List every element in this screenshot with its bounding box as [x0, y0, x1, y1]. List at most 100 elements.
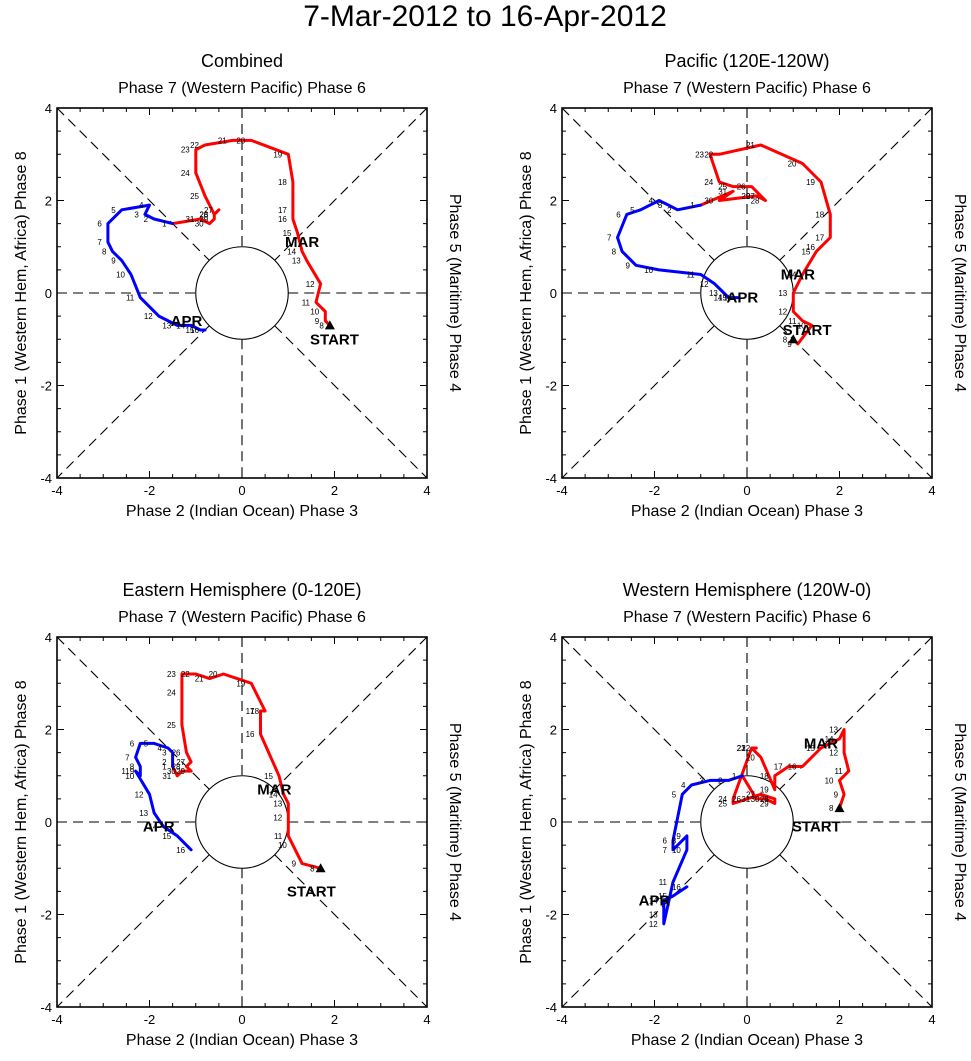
- day-label: 8: [612, 247, 617, 256]
- day-label: 21: [195, 675, 204, 684]
- day-label: 6: [663, 837, 668, 846]
- day-label: 17: [815, 234, 824, 243]
- day-label: 5: [630, 206, 635, 215]
- day-label: 21: [737, 744, 746, 753]
- unit-circle: [700, 775, 794, 869]
- day-label: 17: [246, 707, 255, 716]
- day-label: 20: [788, 160, 797, 169]
- series-line-apr: [106, 203, 207, 332]
- dashed-guide: [56, 107, 210, 261]
- y-tick-label: 0: [550, 286, 557, 301]
- day-label: 19: [273, 150, 282, 159]
- day-label: 9: [292, 860, 297, 869]
- dashed-guide: [56, 325, 210, 479]
- axis-label-left: Phase 1 (Western Hem, Africa) Phase 8: [518, 151, 535, 434]
- day-label: 14: [714, 294, 723, 303]
- day-label: 10: [825, 776, 834, 785]
- series-line-apr: [616, 199, 740, 300]
- series-line-mar: [699, 143, 832, 346]
- day-label: 1: [732, 772, 737, 781]
- x-tick-label: 4: [928, 1012, 935, 1027]
- day-label: 7: [125, 753, 130, 762]
- start-marker: [315, 863, 326, 873]
- day-label: 9: [130, 767, 135, 776]
- x-tick-label: -4: [556, 483, 568, 498]
- day-label: 11: [659, 878, 668, 887]
- apr-label: APR: [143, 819, 175, 836]
- day-label: 19: [236, 679, 245, 688]
- start-marker: [834, 803, 845, 813]
- y-tick-label: 0: [550, 815, 557, 830]
- day-label: 16: [788, 763, 797, 772]
- day-label: 13: [778, 289, 787, 298]
- day-label: 3: [162, 749, 167, 758]
- axis-label-right: Phase 5 (Maritime) Phase 4: [446, 194, 463, 392]
- day-label: 24: [704, 178, 713, 187]
- day-label: 15: [162, 832, 171, 841]
- x-tick-label: 0: [238, 1012, 245, 1027]
- day-label: 2: [162, 758, 167, 767]
- day-label: 23: [167, 670, 176, 679]
- day-label: 10: [310, 308, 319, 317]
- day-label: 13: [139, 809, 148, 818]
- day-label: 16: [278, 215, 287, 224]
- day-label: 12: [273, 813, 282, 822]
- day-label: 18: [760, 772, 769, 781]
- x-tick-label: -4: [51, 1012, 63, 1027]
- day-label: 12: [135, 790, 144, 799]
- day-label: 30: [751, 795, 760, 804]
- panel-title: Eastern Hemisphere (0-120E): [122, 580, 361, 600]
- day-label: 20: [209, 670, 218, 679]
- x-tick-label: 4: [423, 483, 430, 498]
- day-label: 12: [700, 280, 709, 289]
- apr-label: APR: [171, 313, 203, 330]
- y-tick-label: -2: [40, 908, 52, 923]
- day-label: 2: [667, 206, 672, 215]
- day-label: 28: [751, 197, 760, 206]
- y-tick-label: 0: [45, 815, 52, 830]
- day-label: 30: [195, 220, 204, 229]
- day-label: 26: [199, 210, 208, 219]
- axis-label-left: Phase 1 (Western Hem, Africa) Phase 8: [518, 680, 535, 963]
- dashed-guide: [779, 107, 933, 261]
- day-label: 5: [111, 206, 116, 215]
- x-tick-label: 4: [928, 483, 935, 498]
- axis-label-bottom: Phase 2 (Indian Ocean) Phase 3: [126, 1032, 358, 1049]
- y-tick-label: 4: [45, 101, 52, 116]
- day-label: 12: [144, 312, 153, 321]
- axis-label-left: Phase 1 (Western Hem, Africa) Phase 8: [13, 151, 30, 434]
- day-label: 10: [644, 266, 653, 275]
- day-label: 13: [649, 911, 658, 920]
- day-label: 9: [787, 340, 792, 349]
- day-label: 16: [723, 294, 732, 303]
- day-label: 13: [292, 257, 301, 266]
- day-label: 15: [185, 326, 194, 335]
- day-label: 14: [176, 321, 185, 330]
- y-tick-label: -2: [545, 379, 557, 394]
- y-tick-label: -4: [40, 471, 52, 486]
- x-tick-label: 2: [836, 483, 843, 498]
- y-tick-label: 2: [550, 723, 557, 738]
- panel-title: Western Hemisphere (120W-0): [623, 580, 871, 600]
- day-label: 11: [121, 767, 130, 776]
- day-label: 10: [125, 772, 134, 781]
- dashed-guide: [274, 107, 428, 261]
- day-label: 13: [273, 800, 282, 809]
- x-tick-label: 0: [743, 483, 750, 498]
- day-label: 15: [658, 892, 667, 901]
- day-label: 15: [283, 229, 292, 238]
- day-label: 4: [139, 201, 144, 210]
- mar-label: MAR: [257, 782, 291, 799]
- start-marker: [788, 334, 799, 344]
- day-label: 14: [825, 735, 834, 744]
- day-label: 24: [718, 795, 727, 804]
- day-label: 3: [134, 210, 139, 219]
- day-label: 30: [704, 197, 713, 206]
- day-label: 13: [162, 321, 171, 330]
- day-label: 16: [672, 883, 681, 892]
- apr-label: APR: [727, 290, 759, 307]
- start-marker: [324, 320, 335, 330]
- y-tick-label: 2: [550, 194, 557, 209]
- dashed-guide: [274, 325, 428, 479]
